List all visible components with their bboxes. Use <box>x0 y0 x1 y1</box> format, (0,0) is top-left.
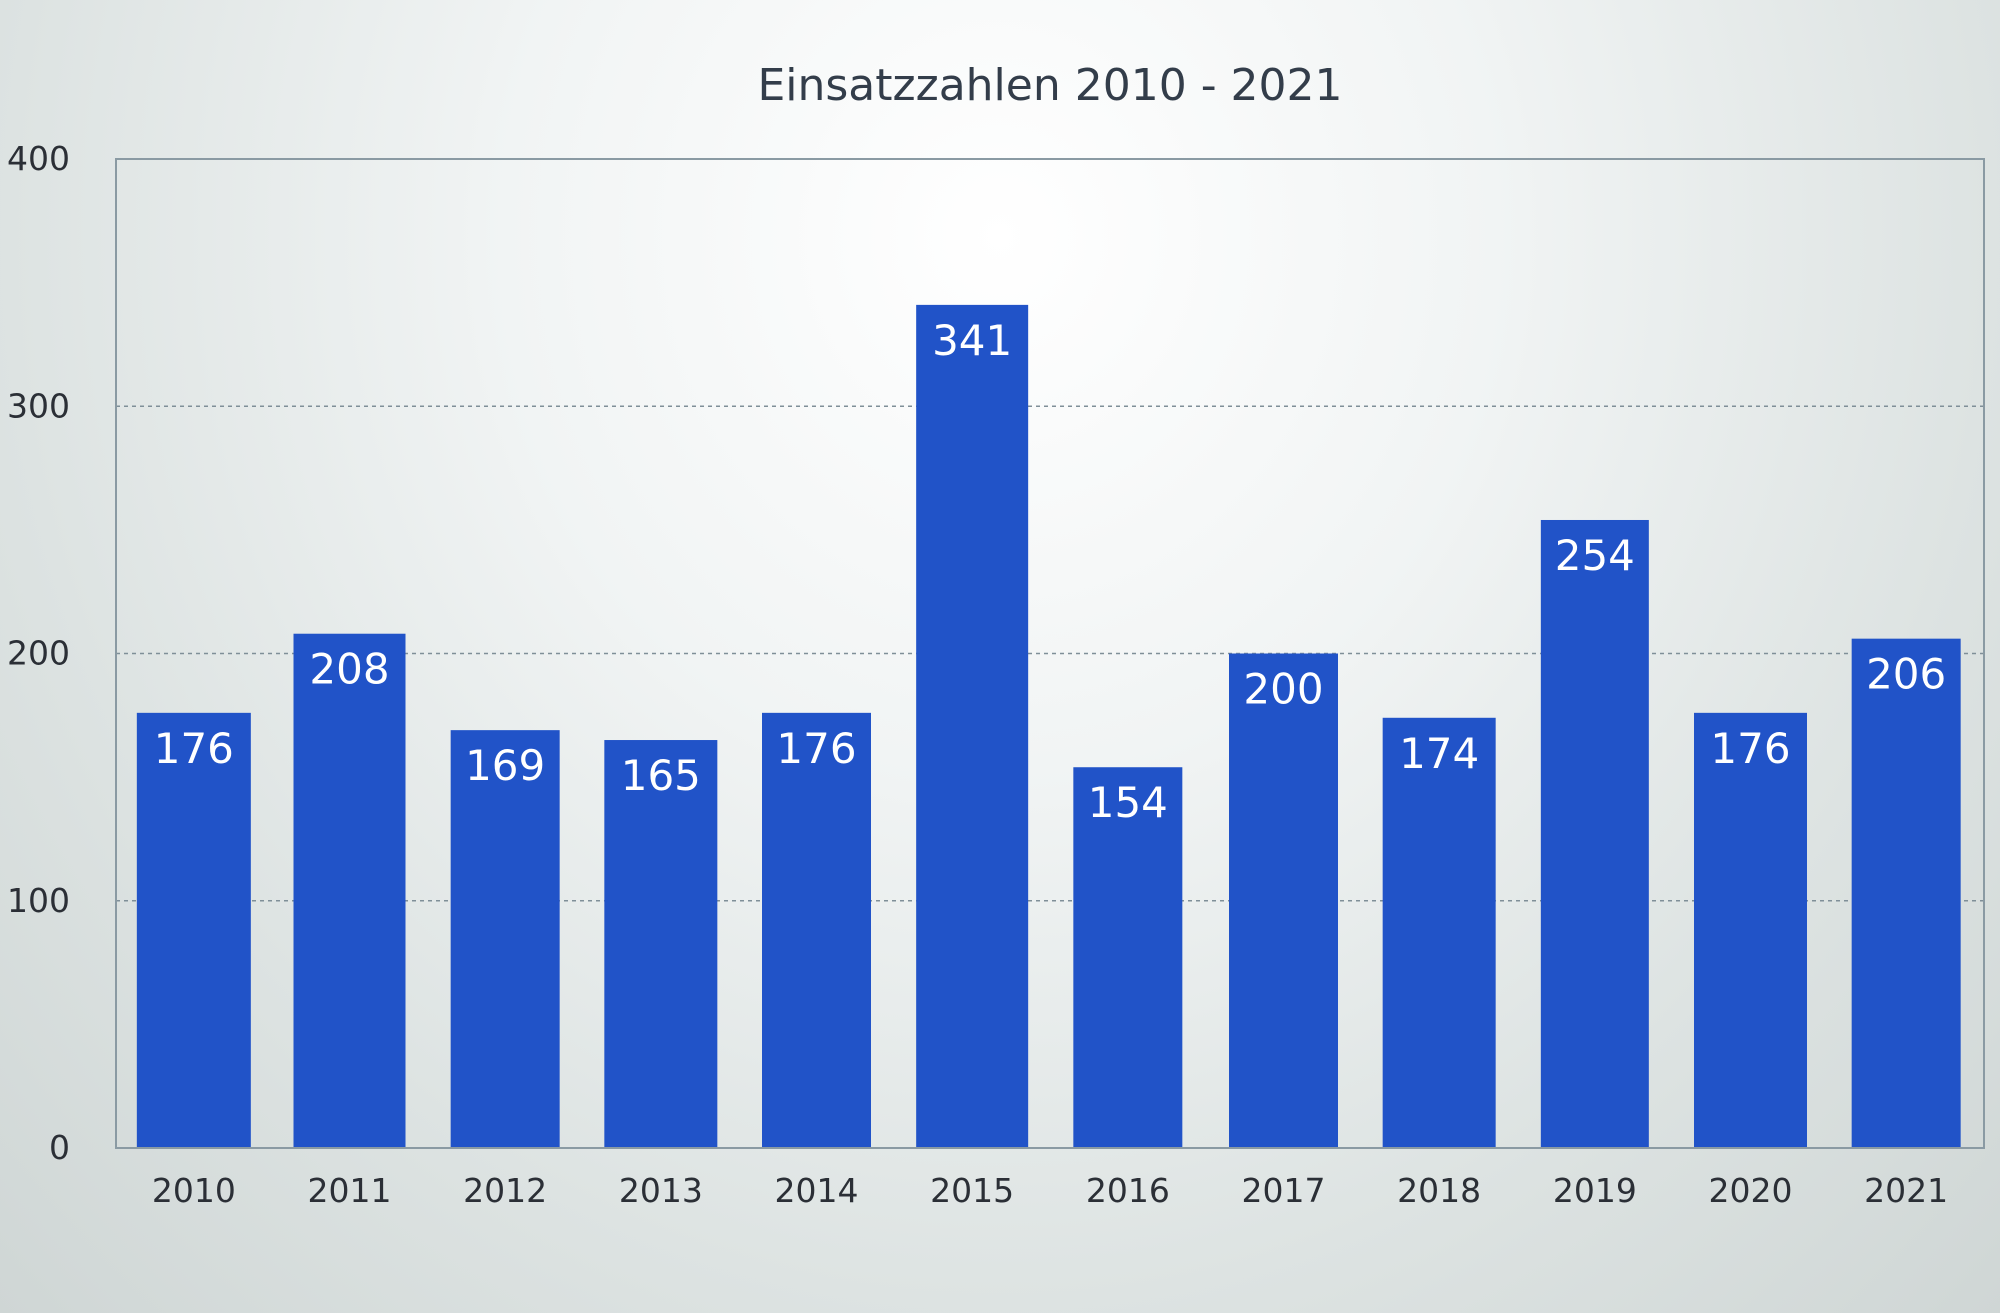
bar-2018 <box>1382 717 1496 1148</box>
x-tick-label-2021: 2021 <box>1864 1171 1948 1210</box>
x-tick-label-2018: 2018 <box>1397 1171 1481 1210</box>
bar-2011 <box>293 633 406 1148</box>
bar-2016 <box>1073 767 1183 1148</box>
x-tick-label-2016: 2016 <box>1086 1171 1170 1210</box>
x-tick-label-2010: 2010 <box>152 1171 236 1210</box>
data-label-2013: 165 <box>621 751 701 800</box>
bar-2015 <box>916 304 1029 1148</box>
data-label-2014: 176 <box>776 724 856 773</box>
plot-border <box>115 158 1985 1149</box>
y-tick-label-100: 100 <box>7 881 70 920</box>
y-tick-label-300: 300 <box>7 386 70 425</box>
data-label-2021: 206 <box>1866 650 1946 699</box>
bar-2021 <box>1851 638 1961 1148</box>
x-tick-label-2020: 2020 <box>1709 1171 1793 1210</box>
data-label-2011: 208 <box>309 645 389 694</box>
x-tick-label-2014: 2014 <box>775 1171 859 1210</box>
x-tick-label-2017: 2017 <box>1242 1171 1326 1210</box>
plot-frame <box>115 158 1985 1149</box>
bar-2019 <box>1540 519 1649 1148</box>
x-axis-ticks: 2010 2011 2012 2013 2014 2015 2016 2017 2018 2019… <box>152 1171 1948 1210</box>
bar-2013 <box>604 740 718 1148</box>
bar-2012 <box>450 730 560 1148</box>
y-axis-ticks: 0 100 200 300 400 <box>7 139 70 1167</box>
data-labels: 176 208 169 165 176 341 154 200 174 254 176 206 <box>154 316 1947 827</box>
x-tick-label-2015: 2015 <box>930 1171 1014 1210</box>
bar-2020 <box>1694 712 1807 1148</box>
data-label-2018: 174 <box>1399 729 1479 778</box>
data-label-2019: 254 <box>1555 531 1635 580</box>
data-label-2012: 169 <box>465 741 545 790</box>
data-label-2020: 176 <box>1710 724 1790 773</box>
bar-2014 <box>762 712 871 1148</box>
x-tick-label-2011: 2011 <box>308 1171 392 1210</box>
y-tick-label-0: 0 <box>49 1128 70 1167</box>
x-tick-label-2019: 2019 <box>1553 1171 1637 1210</box>
x-tick-label-2012: 2012 <box>463 1171 547 1210</box>
data-label-2015: 341 <box>932 316 1012 365</box>
bar-2010 <box>136 712 251 1148</box>
x-tick-label-2013: 2013 <box>619 1171 703 1210</box>
chart-title: Einsatzzahlen 2010 - 2021 <box>757 60 1342 111</box>
bars <box>136 304 1961 1148</box>
data-label-2016: 154 <box>1088 778 1168 827</box>
bar-2017 <box>1229 653 1338 1148</box>
y-tick-label-200: 200 <box>7 634 70 673</box>
data-label-2017: 200 <box>1243 665 1323 714</box>
data-label-2010: 176 <box>154 724 234 773</box>
y-tick-label-400: 400 <box>7 139 70 178</box>
